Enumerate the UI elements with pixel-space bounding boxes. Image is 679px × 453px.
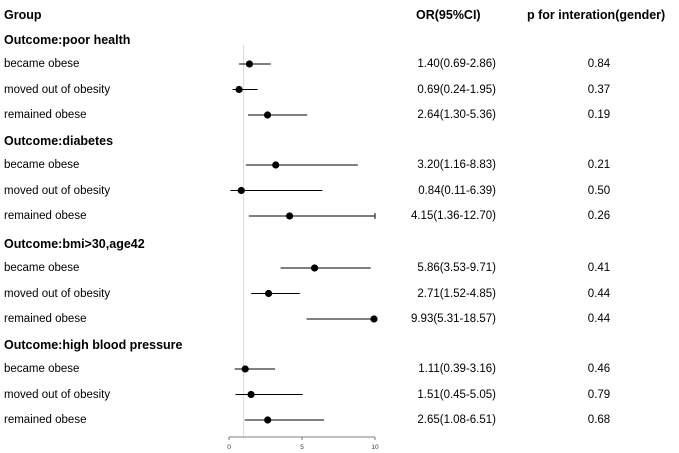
row-label: became obese (4, 159, 80, 171)
row-label: moved out of obesity (4, 287, 111, 300)
or-text: 5.86(3.53-9.71) (417, 262, 496, 274)
group-title: Outcome:bmi>30,age42 (4, 237, 145, 251)
or-text: 0.84(0.11-6.39) (418, 184, 496, 197)
or-text: 1.51(0.45-5.05) (417, 388, 496, 401)
or-point (241, 365, 249, 373)
or-text: 2.64(1.30-5.36) (417, 109, 496, 121)
group-title: Outcome:poor health (4, 33, 131, 47)
p-header: p for interation(gender) (527, 8, 666, 22)
p-value: 0.37 (587, 83, 611, 96)
or-text: 3.20(1.16-8.83) (417, 159, 496, 171)
or-point (264, 416, 272, 424)
group-title: Outcome:diabetes (4, 134, 114, 148)
or-point (310, 264, 319, 272)
or-text: 1.40(0.69-2.86) (417, 58, 496, 70)
or-text: 4.15(1.36-12.70) (410, 210, 496, 222)
or-text: 2.65(1.08-6.51) (417, 414, 496, 426)
x-tick-label: 5 (300, 444, 304, 451)
p-value: 0.79 (587, 388, 611, 401)
or-text: 0.69(0.24-1.95) (417, 83, 496, 96)
or-point (263, 111, 272, 119)
row-label: remained obese (4, 313, 87, 325)
or-point (264, 289, 273, 298)
row-label: remained obese (4, 210, 87, 222)
or-point (245, 60, 254, 68)
row-label: remained obese (4, 414, 87, 426)
or-point (370, 315, 378, 323)
p-value: 0.21 (587, 159, 611, 171)
row-label: became obese (4, 58, 80, 70)
or-text: 2.71(1.52-4.85) (417, 287, 496, 300)
row-label: moved out of obesity (4, 388, 111, 401)
or-point (285, 212, 294, 220)
row-label: moved out of obesity (4, 184, 111, 197)
row-label: moved out of obesity (4, 83, 111, 96)
p-value: 0.84 (587, 58, 611, 70)
p-value: 0.26 (587, 210, 611, 222)
row-label: remained obese (4, 109, 87, 121)
group-title: Outcome:high blood pressure (4, 338, 183, 352)
or-point (247, 390, 255, 399)
row-label: became obese (4, 262, 80, 274)
row-label: became obese (4, 363, 80, 375)
or-text: 1.11(0.39-3.16) (418, 363, 496, 375)
x-tick-label: 10 (371, 444, 379, 451)
group-header: Group (4, 8, 42, 22)
x-tick-label: 0 (227, 444, 231, 451)
or-point (272, 161, 280, 169)
p-value: 0.19 (587, 109, 611, 121)
or-header: OR(95%CI) (416, 8, 481, 22)
p-value: 0.68 (587, 414, 611, 426)
or-point (237, 186, 245, 195)
p-value: 0.44 (587, 287, 611, 300)
or-point (235, 85, 243, 94)
p-value: 0.46 (587, 363, 611, 375)
p-value: 0.50 (587, 184, 611, 197)
p-value: 0.41 (587, 262, 611, 274)
or-text: 9.93(5.31-18.57) (410, 313, 496, 325)
p-value: 0.44 (587, 313, 611, 325)
